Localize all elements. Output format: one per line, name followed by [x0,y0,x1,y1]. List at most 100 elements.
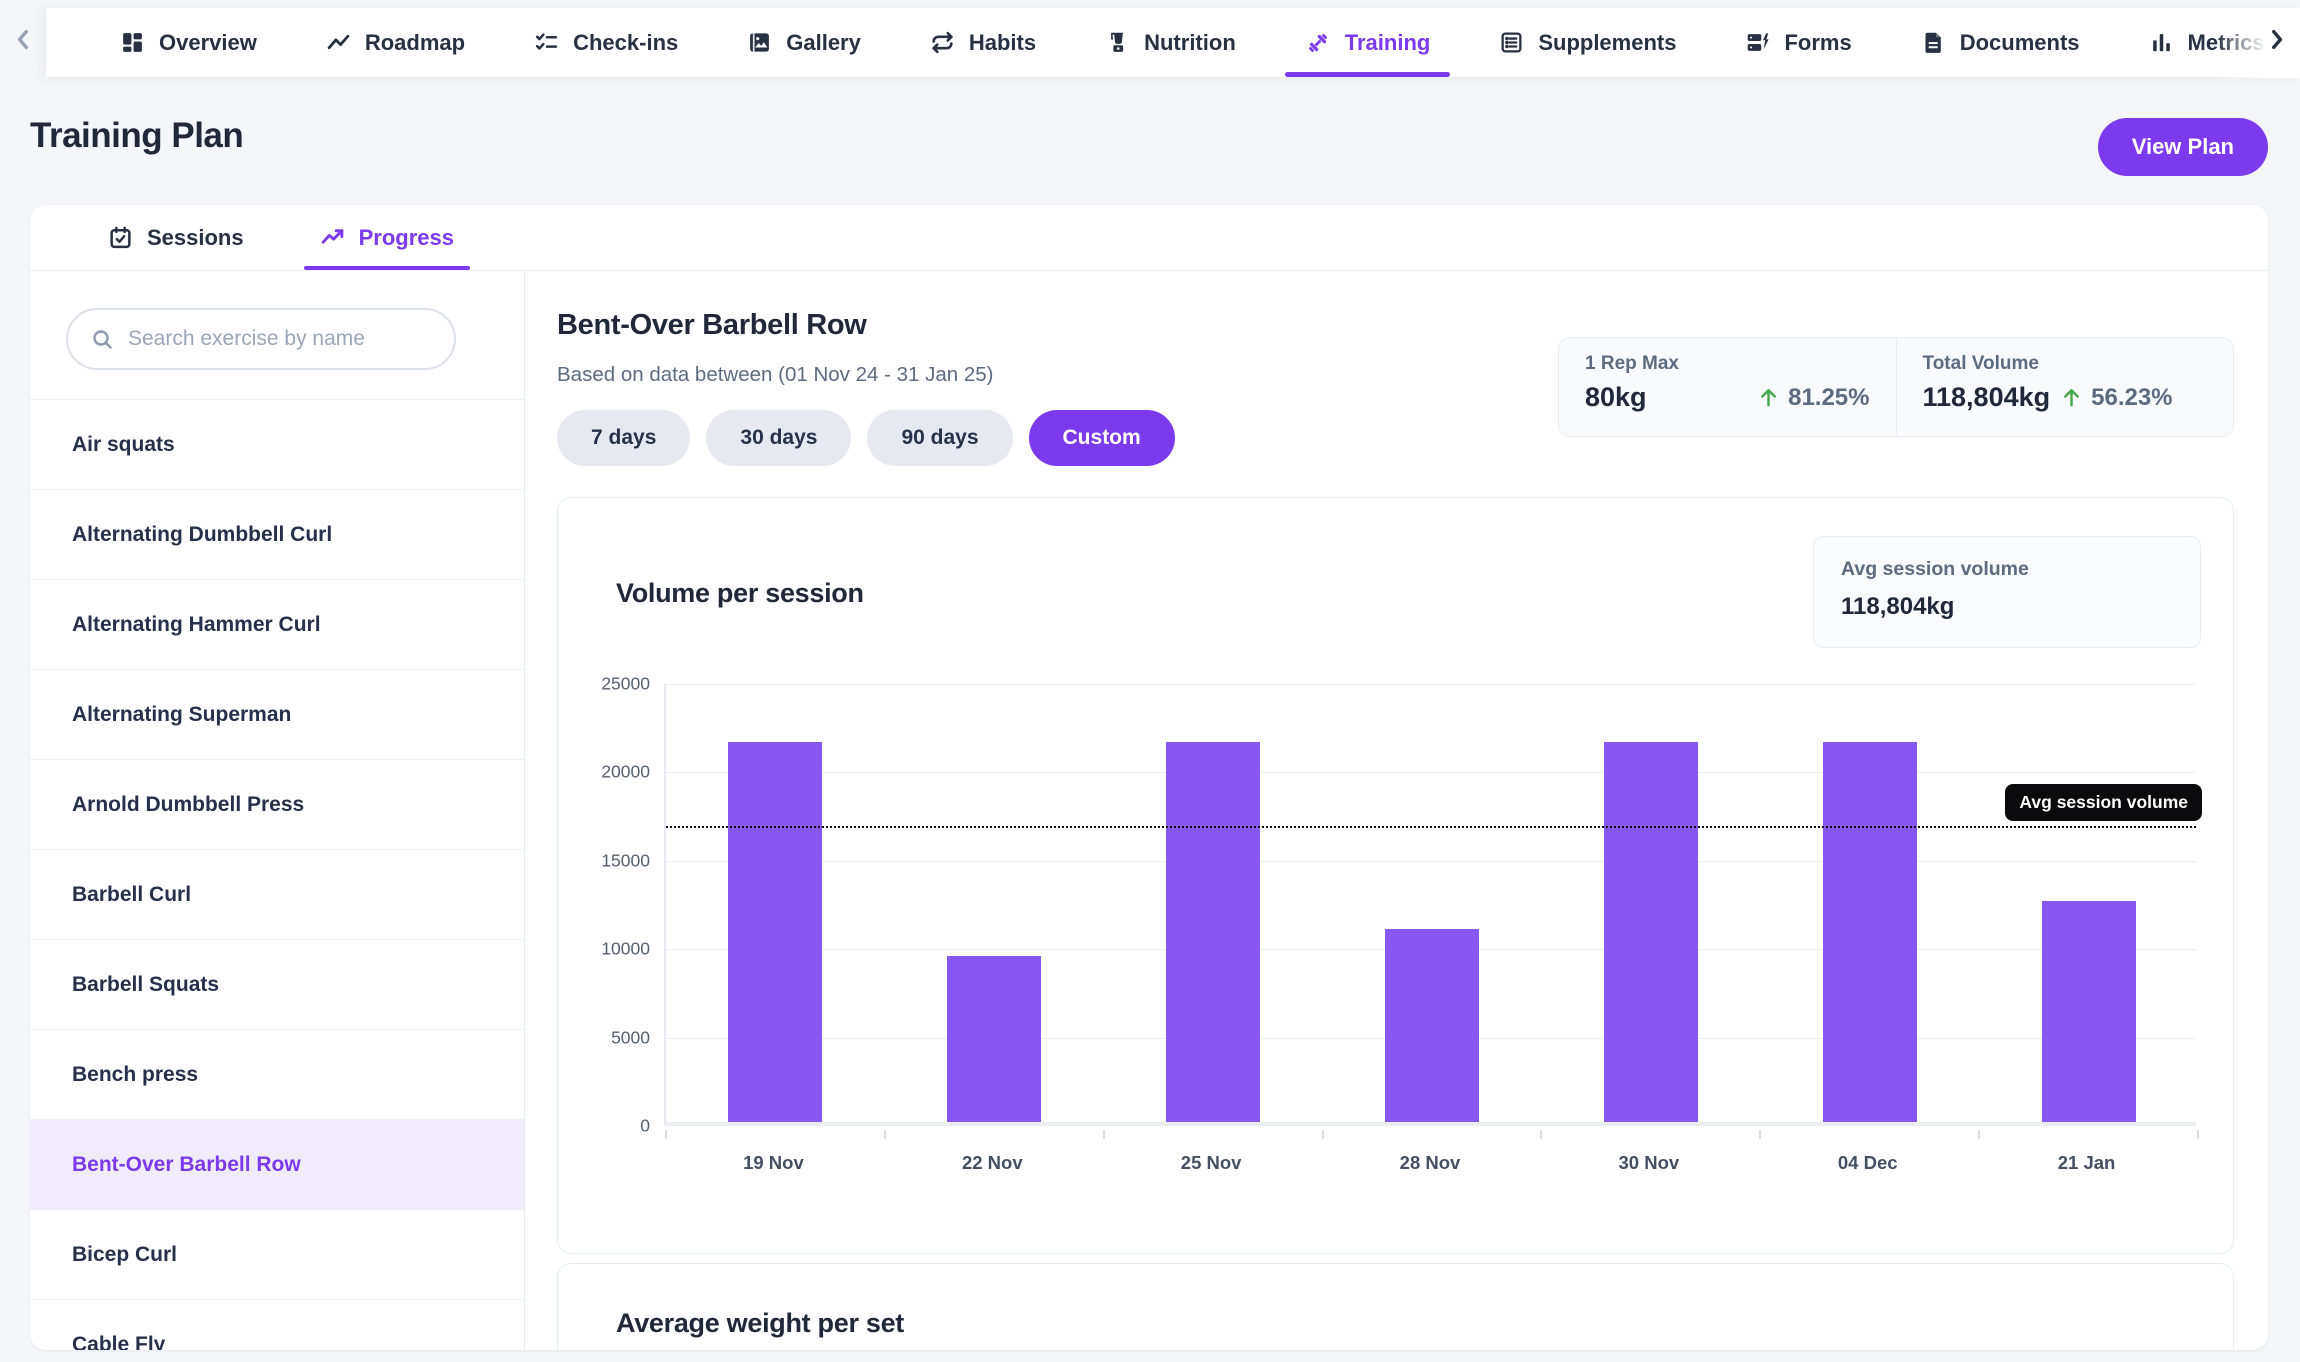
nav-tab-check-ins[interactable]: Check-ins [534,8,678,77]
x-axis-tick [1978,1130,1981,1139]
nav-tab-label: Forms [1784,29,1852,55]
nav-tab-strip: Overview Roadmap Check-ins Gallery Habits Nut… [46,8,2300,78]
nav-tab-documents[interactable]: Documents [1921,8,2080,77]
gridline [666,860,2196,862]
x-axis-tick [883,1130,886,1139]
nutrition-icon [1105,30,1130,55]
bar-21-jan[interactable] [2041,901,2136,1122]
exercise-item-bicep-curl[interactable]: Bicep Curl [30,1209,524,1299]
range-filter-30-days[interactable]: 30 days [706,410,852,466]
y-tick-label: 5000 [611,1027,650,1048]
section-title: Average weight per set [616,1308,905,1338]
y-tick-label: 25000 [601,673,650,694]
stats-panel: 1 Rep Max 80kg 81.25% Total Volume 118,8… [1558,337,2234,437]
view-plan-button[interactable]: View Plan [2097,118,2268,176]
exercise-search[interactable] [66,308,456,370]
training-plan-card: Sessions Progress Air squatsAlternating … [30,205,2268,1350]
range-filter-90-days[interactable]: 90 days [867,410,1013,466]
stat-label: 1 Rep Max [1585,353,1679,374]
tab-sessions-label: Sessions [147,224,244,250]
stat-change-value: 81.25% [1788,383,1870,411]
x-tick-label: 21 Jan [2057,1152,2116,1173]
nav-tab-habits[interactable]: Habits [930,8,1036,77]
gridline [666,684,2196,685]
exercise-item-arnold-dumbbell-press[interactable]: Arnold Dumbbell Press [30,759,524,849]
exercise-item-alternating-hammer-curl[interactable]: Alternating Hammer Curl [30,579,524,669]
habits-icon [930,30,955,55]
x-tick-label: 22 Nov [961,1152,1023,1173]
x-tick-label: 25 Nov [1180,1152,1242,1173]
bar-04-dec[interactable] [1822,741,1917,1122]
exercise-list: Air squats Alternating Dumbbell Curl Alter… [30,399,524,1350]
bar-chart-plot: Avg session volume [664,684,2202,1139]
x-axis-tick [1540,1130,1543,1139]
x-axis-tick [1759,1130,1762,1139]
x-tick-label: 28 Nov [1399,1152,1461,1173]
date-range-subtitle: Based on data between (01 Nov 24 - 31 Ja… [557,363,994,386]
x-tick-label: 04 Dec [1837,1152,1898,1173]
stat-change: 56.23% [2060,383,2173,412]
x-tick-label: 30 Nov [1618,1152,1680,1173]
x-axis-tick [1321,1130,1324,1139]
average-weight-per-set-card: Average weight per set [557,1263,2234,1350]
arrow-up-icon [2060,386,2083,409]
range-filter-7-days[interactable]: 7 days [557,410,691,466]
nav-tab-label: Roadmap [364,29,466,55]
chart-title: Volume per session [616,578,864,608]
search-icon [90,327,114,351]
progress-content: Bent-Over Barbell Row Based on data betw… [525,271,2268,1350]
exercise-item-air-squats[interactable]: Air squats [30,399,524,489]
y-tick-label: 20000 [601,761,650,782]
stat-value: 80kg [1585,382,1647,412]
exercise-item-barbell-curl[interactable]: Barbell Curl [30,849,524,939]
nav-tab-nutrition[interactable]: Nutrition [1105,8,1236,77]
exercise-item-cable-fly[interactable]: Cable Fly [30,1299,524,1350]
bar-30-nov[interactable] [1603,741,1698,1122]
chevron-left-icon[interactable] [10,26,37,53]
x-axis-tick [665,1130,667,1139]
range-filter-custom[interactable]: Custom [1028,410,1175,466]
gallery-icon [747,30,772,55]
x-axis-tick [1102,1130,1105,1139]
exercise-item-bench-press[interactable]: Bench press [30,1029,524,1119]
plan-tabs: Sessions Progress [30,205,2268,271]
nav-tab-gallery[interactable]: Gallery [747,8,861,77]
nav-tab-label: Check-ins [573,29,679,55]
bar-25-nov[interactable] [1166,741,1261,1122]
chevron-right-icon[interactable] [2263,26,2290,53]
bar-19-nov[interactable] [728,741,823,1122]
tab-sessions[interactable]: Sessions [92,205,260,270]
search-input[interactable] [128,327,454,351]
bar-28-nov[interactable] [1385,929,1479,1122]
nav-tab-label: Supplements [1538,29,1677,55]
top-navigation: Overview Roadmap Check-ins Gallery Habits Nut… [0,0,2300,80]
check-ins-icon [534,30,559,55]
y-axis-labels: 0 5000 10000 15000 20000 25000 [558,674,650,1136]
tab-progress-label: Progress [358,224,454,250]
arrow-up-icon [1757,386,1780,409]
nav-tab-supplements[interactable]: Supplements [1499,8,1676,77]
exercise-item-alternating-dumbbell-curl[interactable]: Alternating Dumbbell Curl [30,489,524,579]
stat-one-rep-max: 1 Rep Max 80kg 81.25% [1559,338,1897,436]
nav-tab-training[interactable]: Training [1284,8,1450,77]
nav-tab-overview[interactable]: Overview [120,8,257,77]
bar-22-nov[interactable] [947,955,1042,1122]
nav-tab-label: Nutrition [1144,29,1236,55]
nav-tab-roadmap[interactable]: Roadmap [326,8,465,77]
stat-change-value: 56.23% [2091,383,2173,411]
y-tick-label: 0 [640,1115,650,1136]
metrics-icon [2149,30,2174,55]
nav-tab-forms[interactable]: Forms [1745,8,1852,77]
exercise-item-alternating-superman[interactable]: Alternating Superman [30,669,524,759]
avg-box-label: Avg session volume [1841,558,2029,580]
exercise-item-bent-over-barbell-row[interactable]: Bent-Over Barbell Row [30,1119,524,1209]
trending-up-icon [320,225,345,250]
exercise-item-barbell-squats[interactable]: Barbell Squats [30,939,524,1029]
exercise-title: Bent-Over Barbell Row [557,309,867,341]
stat-total-volume: Total Volume 118,804kg 56.23% [1897,338,2234,436]
avg-session-volume-box: Avg session volume 118,804kg [1813,536,2201,648]
tab-progress[interactable]: Progress [303,205,471,270]
nav-tab-label: Overview [159,29,257,55]
nav-tab-label: Gallery [786,29,861,55]
